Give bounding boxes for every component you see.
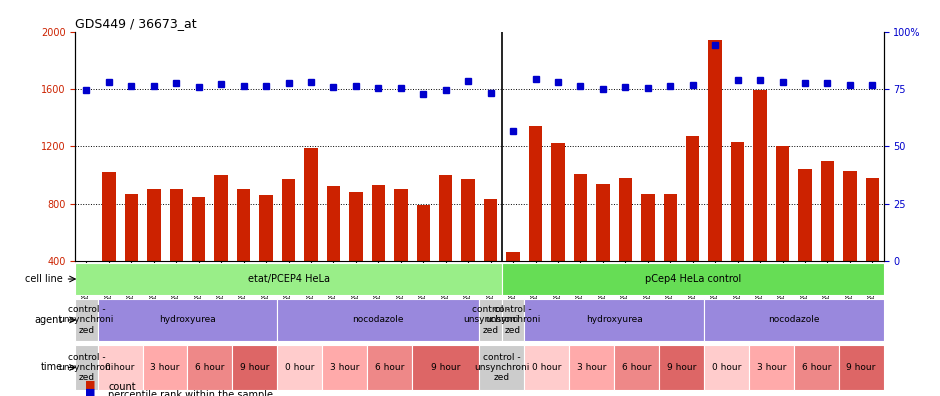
Text: control -
unsynchroni
zed: control - unsynchroni zed <box>485 305 540 335</box>
Text: control -
unsynchroni
zed: control - unsynchroni zed <box>462 305 518 335</box>
Text: 6 hour: 6 hour <box>622 363 651 372</box>
Bar <box>169 189 183 261</box>
FancyBboxPatch shape <box>793 345 838 390</box>
FancyBboxPatch shape <box>749 345 793 390</box>
Bar <box>866 178 879 261</box>
Text: 3 hour: 3 hour <box>150 363 180 372</box>
Text: 9 hour: 9 hour <box>431 363 461 372</box>
Bar <box>327 187 340 261</box>
FancyBboxPatch shape <box>98 299 277 341</box>
Bar <box>664 194 677 261</box>
Text: percentile rank within the sample: percentile rank within the sample <box>108 390 274 396</box>
Text: 3 hour: 3 hour <box>330 363 359 372</box>
Bar <box>125 194 138 261</box>
FancyBboxPatch shape <box>659 345 704 390</box>
FancyBboxPatch shape <box>479 345 525 390</box>
FancyBboxPatch shape <box>322 345 368 390</box>
FancyBboxPatch shape <box>98 345 143 390</box>
Text: GDS449 / 36673_at: GDS449 / 36673_at <box>75 17 196 30</box>
Bar <box>305 148 318 261</box>
FancyBboxPatch shape <box>704 299 884 341</box>
Text: 3 hour: 3 hour <box>757 363 786 372</box>
Bar <box>214 175 227 261</box>
Text: control -
unsynchroni
zed: control - unsynchroni zed <box>58 305 114 335</box>
FancyBboxPatch shape <box>368 345 412 390</box>
Text: 0 hour: 0 hour <box>712 363 741 372</box>
FancyBboxPatch shape <box>75 299 98 341</box>
Text: 0 hour: 0 hour <box>105 363 134 372</box>
FancyBboxPatch shape <box>187 345 232 390</box>
FancyBboxPatch shape <box>232 345 277 390</box>
Bar <box>641 194 654 261</box>
FancyBboxPatch shape <box>143 345 187 390</box>
Text: 6 hour: 6 hour <box>196 363 225 372</box>
Bar <box>371 185 385 261</box>
FancyBboxPatch shape <box>277 345 322 390</box>
Bar <box>259 195 273 261</box>
Bar <box>462 179 475 261</box>
Bar <box>349 192 363 261</box>
Bar <box>798 169 812 261</box>
Bar <box>394 189 408 261</box>
FancyBboxPatch shape <box>525 345 570 390</box>
FancyBboxPatch shape <box>570 345 614 390</box>
FancyBboxPatch shape <box>704 345 749 390</box>
Text: etat/PCEP4 HeLa: etat/PCEP4 HeLa <box>247 274 330 284</box>
Bar <box>147 189 161 261</box>
Bar <box>237 189 250 261</box>
Bar <box>821 161 834 261</box>
Text: pCep4 HeLa control: pCep4 HeLa control <box>645 274 741 284</box>
FancyBboxPatch shape <box>479 299 502 341</box>
Bar <box>551 143 565 261</box>
Bar <box>596 184 610 261</box>
Bar <box>282 179 295 261</box>
Bar <box>753 90 767 261</box>
Bar <box>686 136 699 261</box>
Text: cell line: cell line <box>25 274 63 284</box>
Bar <box>484 199 497 261</box>
Text: 9 hour: 9 hour <box>846 363 876 372</box>
Bar <box>439 175 452 261</box>
Bar <box>776 147 790 261</box>
Text: nocodazole: nocodazole <box>352 316 404 324</box>
Bar <box>192 196 206 261</box>
Bar <box>573 173 588 261</box>
Text: 3 hour: 3 hour <box>577 363 606 372</box>
FancyBboxPatch shape <box>838 345 884 390</box>
Text: ■: ■ <box>85 380 95 390</box>
FancyBboxPatch shape <box>75 345 98 390</box>
Text: nocodazole: nocodazole <box>768 316 820 324</box>
FancyBboxPatch shape <box>614 345 659 390</box>
Text: 0 hour: 0 hour <box>532 363 561 372</box>
Text: 9 hour: 9 hour <box>666 363 697 372</box>
FancyBboxPatch shape <box>412 345 479 390</box>
Bar <box>416 205 430 261</box>
Bar <box>619 178 632 261</box>
Text: time: time <box>41 362 63 373</box>
Text: 9 hour: 9 hour <box>240 363 270 372</box>
Text: count: count <box>108 382 135 392</box>
FancyBboxPatch shape <box>75 263 502 295</box>
Text: 6 hour: 6 hour <box>802 363 831 372</box>
Bar <box>507 252 520 261</box>
Text: control -
unsynchroni
zed: control - unsynchroni zed <box>474 352 529 383</box>
Bar <box>843 171 856 261</box>
Bar <box>709 40 722 261</box>
Text: control -
unsynchroni
zed: control - unsynchroni zed <box>58 352 114 383</box>
FancyBboxPatch shape <box>502 299 525 341</box>
FancyBboxPatch shape <box>502 263 884 295</box>
Text: agent: agent <box>35 315 63 325</box>
Text: hydroxyurea: hydroxyurea <box>159 316 216 324</box>
Text: ■: ■ <box>85 388 95 396</box>
Text: 6 hour: 6 hour <box>375 363 404 372</box>
Bar <box>529 126 542 261</box>
Bar <box>102 172 116 261</box>
Text: hydroxyurea: hydroxyurea <box>586 316 643 324</box>
FancyBboxPatch shape <box>277 299 479 341</box>
Text: 0 hour: 0 hour <box>285 363 315 372</box>
FancyBboxPatch shape <box>525 299 704 341</box>
Bar <box>731 142 744 261</box>
